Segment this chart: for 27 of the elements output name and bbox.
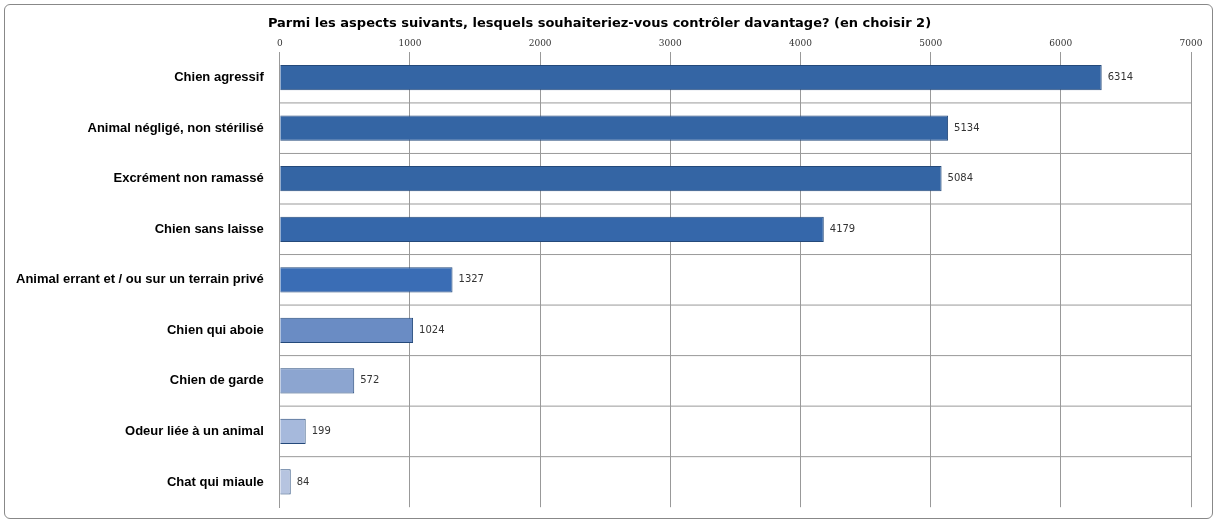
x-tick-label: 7000 — [1179, 38, 1203, 49]
data-label: 572 — [360, 374, 380, 386]
data-label: 1327 — [458, 273, 484, 285]
x-tick-label: 1000 — [398, 38, 422, 49]
y-tick-label: Chien agressif — [174, 69, 265, 85]
x-tick-label: 6000 — [1049, 38, 1073, 49]
y-tick-label: Animal négligé, non stérilisé — [87, 119, 264, 135]
x-tick-label: 0 — [276, 38, 283, 49]
x-tick-label: 4000 — [789, 38, 813, 49]
chart-title: Parmi les aspects suivants, lesquels souhaiteriez-vous contrôler davantage? (en choisir 2) — [267, 15, 932, 31]
y-tick-label: Chien qui aboie — [166, 321, 264, 337]
data-label: 4179 — [829, 222, 856, 234]
data-label: 6314 — [1107, 71, 1134, 83]
y-tick-label: Chat qui miaule — [166, 473, 264, 489]
y-tick-label: Odeur liée à un animal — [125, 422, 264, 438]
data-label: 84 — [296, 475, 310, 487]
y-tick-label: Chien de garde — [169, 372, 264, 388]
data-label: 199 — [311, 424, 331, 436]
data-label: 5084 — [947, 172, 974, 184]
y-tick-label: Chien sans laisse — [154, 220, 264, 236]
data-label: 5134 — [954, 121, 980, 133]
x-tick-label: 2000 — [528, 38, 552, 49]
y-tick-label: Animal errant et / ou sur un terrain privé — [16, 271, 264, 287]
x-tick-label: 3000 — [658, 38, 683, 49]
y-tick-label: Excrément non ramassé — [113, 170, 264, 186]
x-tick-label: 5000 — [919, 38, 943, 49]
data-label: 1024 — [419, 323, 445, 335]
